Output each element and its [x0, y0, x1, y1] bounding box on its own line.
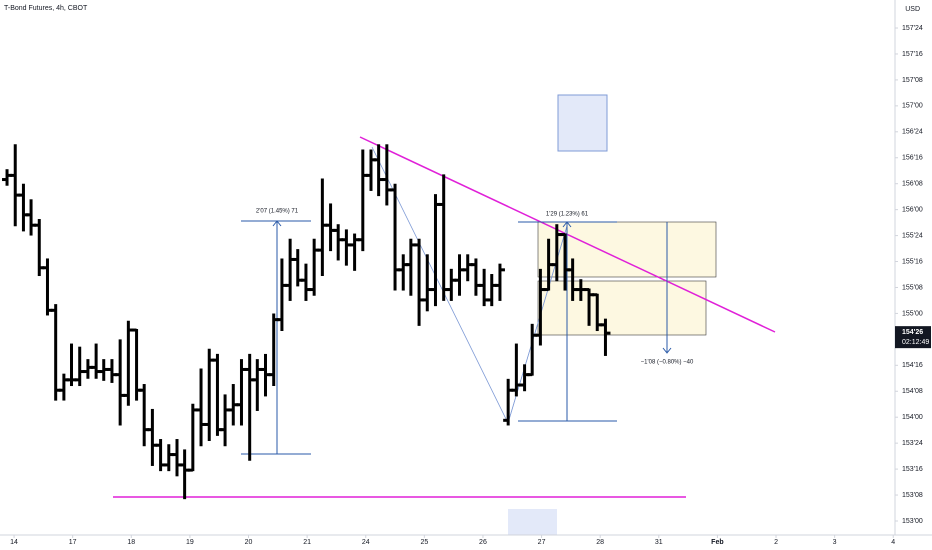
target-box	[537, 280, 707, 336]
y-tick-label: 156'16	[902, 155, 923, 162]
zone-box	[508, 509, 557, 535]
x-tick-label: 28	[596, 539, 604, 546]
x-tick-label: 20	[245, 539, 253, 546]
target-box	[537, 221, 717, 278]
y-tick-label: 156'00	[902, 206, 923, 213]
zone-box	[557, 94, 608, 152]
y-tick-label: 155'16	[902, 258, 923, 265]
y-tick-label: 153'00	[902, 518, 923, 525]
x-tick-label: 19	[186, 539, 194, 546]
x-tick-label: 21	[303, 539, 311, 546]
x-tick-label: 14	[10, 539, 18, 546]
x-tick-label: 4	[891, 539, 895, 546]
y-tick-label: 157'24	[902, 25, 923, 32]
y-tick-label: 153'24	[902, 440, 923, 447]
x-tick-label: 2	[774, 539, 778, 546]
y-tick-label: 155'00	[902, 310, 923, 317]
currency: USD	[905, 6, 920, 13]
y-tick-label: 155'08	[902, 284, 923, 291]
y-tick-label: 154'00	[902, 414, 923, 421]
y-tick-label: 153'08	[902, 492, 923, 499]
y-tick-label: 157'16	[902, 51, 923, 58]
y-tick-label: 156'24	[902, 129, 923, 136]
x-tick-label: 27	[538, 539, 546, 546]
x-tick-label: 26	[479, 539, 487, 546]
x-tick-label: 18	[127, 539, 135, 546]
y-tick-label: 154'16	[902, 362, 923, 369]
measure-label: −1'08 (−0.80%) −40	[641, 360, 694, 366]
y-tick-label: 155'24	[902, 232, 923, 239]
y-tick-label: 153'16	[902, 466, 923, 473]
x-tick-label: Feb	[711, 539, 723, 546]
measure-tool	[241, 220, 672, 455]
x-tick-label: 31	[655, 539, 663, 546]
symbol-title: T-Bond Futures, 4h, CBOT	[4, 5, 88, 12]
y-tick-label: 157'00	[902, 103, 923, 110]
x-tick-label: 3	[833, 539, 837, 546]
x-tick-label: 24	[362, 539, 370, 546]
y-tick-label: 154'08	[902, 388, 923, 395]
y-tick-label: 157'08	[902, 77, 923, 84]
x-tick-label: 25	[420, 539, 428, 546]
last-price-box	[895, 326, 931, 349]
measure-label: 2'07 (1.45%) 71	[256, 209, 299, 215]
y-tick-label: 156'08	[902, 181, 923, 188]
x-tick-label: 17	[69, 539, 77, 546]
last-price-label: 154'26	[902, 329, 923, 336]
measure-label: 1'29 (1.23%) 61	[546, 212, 589, 218]
countdown: 02:12:49	[902, 339, 929, 346]
